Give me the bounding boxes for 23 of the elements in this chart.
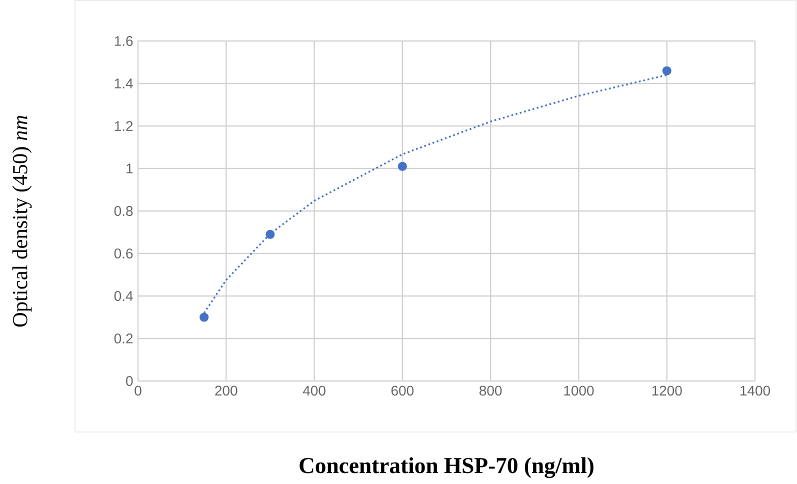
point bbox=[398, 162, 407, 171]
y-tick-label: 1 bbox=[126, 164, 133, 174]
x-tick-label: 200 bbox=[215, 386, 238, 396]
y-tick-label: 0.8 bbox=[114, 206, 133, 216]
x-axis-title: Concentration HSP-70 (ng/ml) bbox=[300, 457, 594, 478]
point bbox=[662, 66, 672, 76]
y-tick-label: 0 bbox=[126, 376, 133, 386]
x-tick-label: 1400 bbox=[740, 386, 770, 396]
y-tick-label: 0.4 bbox=[114, 291, 133, 301]
x-tick-label: 600 bbox=[391, 386, 414, 396]
y-tick-label: 0.2 bbox=[114, 334, 133, 344]
point bbox=[200, 312, 209, 322]
x-tick-label: 800 bbox=[480, 386, 502, 396]
x-tick-label: 1000 bbox=[564, 386, 594, 396]
y-tick-label: 0.6 bbox=[114, 248, 133, 258]
x-tick-label: 400 bbox=[302, 386, 326, 396]
x-tick-label: 0 bbox=[134, 386, 142, 396]
y-tick-label: 1.6 bbox=[114, 36, 133, 46]
y-tick-label: 1.2 bbox=[114, 121, 133, 131]
y-axis-title: Optical density (450) nm bbox=[12, 116, 32, 327]
x-tick-label: 1200 bbox=[652, 386, 682, 396]
point bbox=[266, 230, 275, 239]
y-tick-label: 1.4 bbox=[114, 78, 133, 88]
